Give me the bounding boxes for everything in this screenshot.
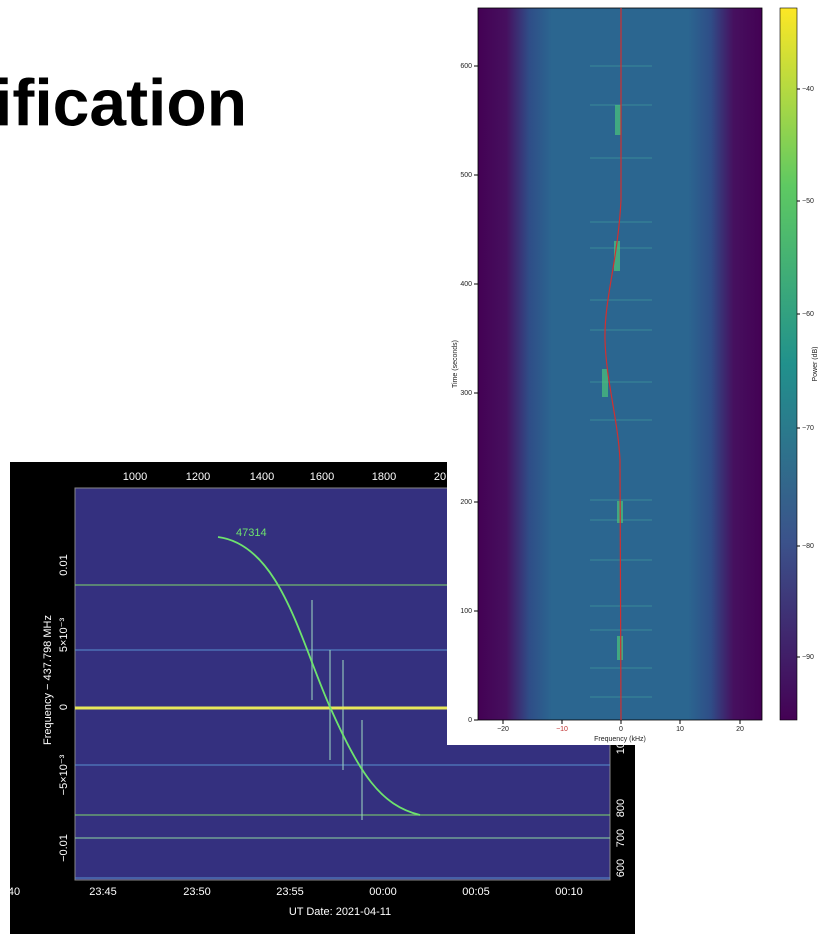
annotation: 47314 <box>236 527 267 539</box>
slide: ification 10001200140016001800200.015×10… <box>0 0 818 934</box>
x-tick-label: 00:10 <box>555 886 583 898</box>
y-tick-label: 100 <box>460 608 472 615</box>
right-tick-label: 600 <box>615 859 627 877</box>
top-tick-label: 20 <box>434 471 446 483</box>
colorbar-tick-label: −60 <box>802 311 814 318</box>
x-tick-label: 23:45 <box>89 886 117 898</box>
y-tick-label: 200 <box>460 499 472 506</box>
x-tick-label: 00:00 <box>369 886 397 898</box>
signal-burst <box>602 369 608 397</box>
y-tick-label: 0.01 <box>58 554 70 575</box>
top-tick-label: 1800 <box>372 471 396 483</box>
y-tick-label: 0 <box>468 717 472 724</box>
colorbar-tick-label: −70 <box>802 425 814 432</box>
x-tick-label: 10 <box>676 726 684 733</box>
x-tick-label: 0 <box>619 726 623 733</box>
x-tick-label: 00:05 <box>462 886 490 898</box>
y-tick-label: 600 <box>460 63 472 70</box>
x-tick-label: 20 <box>736 726 744 733</box>
slide-title: ification <box>0 65 247 139</box>
y-tick-label: −0.01 <box>58 834 70 862</box>
colorbar-tick-label: −90 <box>802 654 814 661</box>
top-tick-label: 1000 <box>123 471 147 483</box>
right-figure: 0 100 200 300 400 500 600 Time (seconds) −20 −10 0… <box>447 0 818 745</box>
y-axis-label: Frequency − 437.798 MHz <box>42 615 54 745</box>
colorbar-label: Power (dB) <box>812 346 818 381</box>
x-axis-label: Frequency (kHz) <box>594 736 646 743</box>
right-tick-label: 700 <box>615 829 627 847</box>
y-tick-label: 400 <box>460 281 472 288</box>
slide-canvas: ification 10001200140016001800200.015×10… <box>0 0 818 934</box>
y-tick-label: 500 <box>460 172 472 179</box>
top-tick-label: 1200 <box>186 471 210 483</box>
x-tick-label: 23:55 <box>276 886 304 898</box>
right-tick-label: 800 <box>615 799 627 817</box>
x-tick-label: −20 <box>497 726 509 733</box>
colorbar <box>780 8 797 720</box>
signal-burst <box>617 636 623 660</box>
colorbar-tick-label: −40 <box>802 86 814 93</box>
x-tick-label: 23:50 <box>183 886 211 898</box>
y-tick-label: −5×10⁻³ <box>58 754 70 795</box>
y-tick-label: 300 <box>460 390 472 397</box>
top-tick-label: 1600 <box>310 471 334 483</box>
top-tick-label: 1400 <box>250 471 274 483</box>
colorbar-tick-label: −50 <box>802 198 814 205</box>
x-tick-label: −10 <box>556 726 568 733</box>
y-tick-label: 0 <box>58 704 70 710</box>
x-tick-label: 40 <box>8 886 20 898</box>
y-axis-label: Time (seconds) <box>452 340 459 388</box>
x-axis-label: UT Date: 2021-04-11 <box>289 906 391 918</box>
y-tick-label: 5×10⁻³ <box>58 618 70 653</box>
signal-burst <box>615 105 621 135</box>
colorbar-tick-label: −80 <box>802 543 814 550</box>
